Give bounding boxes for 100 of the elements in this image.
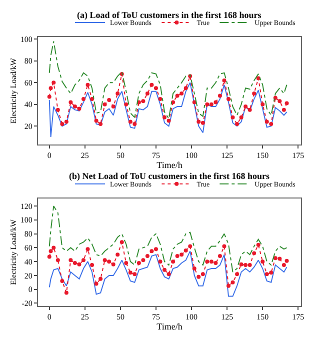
point xyxy=(222,244,226,248)
point xyxy=(145,254,150,258)
point xyxy=(56,258,60,262)
point xyxy=(278,256,282,261)
point xyxy=(107,260,112,264)
point xyxy=(52,80,56,85)
point xyxy=(200,272,205,276)
point xyxy=(86,247,90,252)
x-tick-label: 50 xyxy=(116,151,124,160)
point xyxy=(124,260,128,265)
point xyxy=(68,100,73,104)
point xyxy=(102,258,107,262)
point xyxy=(150,249,154,254)
point xyxy=(90,263,94,268)
point xyxy=(180,92,184,96)
point xyxy=(166,272,171,276)
point xyxy=(52,246,56,250)
y-tick-label: 80 xyxy=(24,230,32,239)
point xyxy=(230,115,235,120)
point xyxy=(205,260,210,264)
point xyxy=(48,249,53,254)
point xyxy=(248,108,252,112)
point xyxy=(230,280,235,284)
point xyxy=(98,276,103,281)
point xyxy=(200,120,205,125)
point xyxy=(222,78,226,82)
point xyxy=(94,282,98,286)
y-tick-label: 60 xyxy=(24,243,32,252)
y-tick-label: 100 xyxy=(20,216,32,225)
y-tick-label: -20 xyxy=(22,299,32,308)
point xyxy=(256,242,260,247)
y-tick-label: 20 xyxy=(24,122,32,131)
point xyxy=(47,94,52,99)
point xyxy=(284,101,289,106)
x-tick-label: 75 xyxy=(152,151,160,160)
point xyxy=(188,244,192,248)
point xyxy=(158,96,162,101)
point xyxy=(141,99,146,104)
point xyxy=(209,102,214,106)
point xyxy=(77,106,82,111)
point xyxy=(145,92,150,96)
point xyxy=(196,274,201,279)
x-axis-title: Time/h xyxy=(156,322,183,332)
point xyxy=(218,254,222,258)
point xyxy=(214,100,218,104)
point xyxy=(273,256,278,260)
point xyxy=(205,102,210,106)
point xyxy=(278,99,282,104)
point xyxy=(158,260,162,264)
point xyxy=(64,120,68,124)
point xyxy=(102,102,107,106)
x-tick-label: 75 xyxy=(152,312,160,322)
point xyxy=(184,86,188,90)
point xyxy=(94,118,98,123)
x-tick-label: 125 xyxy=(221,312,234,322)
y-tick-label: 20 xyxy=(24,271,32,280)
point xyxy=(239,262,244,266)
point xyxy=(68,258,73,262)
point xyxy=(128,120,132,124)
x-tick-label: 175 xyxy=(292,151,304,160)
point xyxy=(86,82,90,87)
point xyxy=(218,94,222,98)
point xyxy=(124,102,128,106)
point xyxy=(60,279,64,284)
point xyxy=(282,263,286,268)
point xyxy=(269,122,274,126)
point xyxy=(166,118,171,123)
x-tick-label: 50 xyxy=(116,312,124,322)
point xyxy=(98,122,103,126)
point xyxy=(132,122,137,126)
point xyxy=(252,92,256,96)
chart-title: (a) Load of ToU customers in the first 168 hours xyxy=(77,10,262,20)
point xyxy=(132,272,137,276)
point xyxy=(244,263,248,268)
point xyxy=(64,290,68,295)
point xyxy=(150,82,154,87)
point xyxy=(81,258,86,262)
point xyxy=(116,92,120,96)
point xyxy=(239,115,244,120)
point xyxy=(235,272,240,276)
point xyxy=(226,284,230,288)
point xyxy=(111,104,116,109)
point xyxy=(284,258,289,263)
point xyxy=(269,270,274,275)
point xyxy=(244,104,248,109)
point xyxy=(180,252,184,257)
chart-title: (b) Net Load of ToU customers in the first 168 hours xyxy=(69,171,270,181)
point xyxy=(162,115,167,120)
point xyxy=(72,104,77,109)
point xyxy=(235,122,240,126)
y-tick-label: 80 xyxy=(24,56,32,66)
point xyxy=(77,262,82,266)
point xyxy=(107,98,112,102)
x-tick-label: 150 xyxy=(256,151,269,160)
point xyxy=(81,96,86,101)
point xyxy=(214,260,218,265)
point xyxy=(184,248,188,252)
y-axis-title: Electricity Load/kW xyxy=(9,218,18,285)
x-tick-label: 150 xyxy=(256,312,269,322)
y-tick-label: 0 xyxy=(28,285,32,294)
